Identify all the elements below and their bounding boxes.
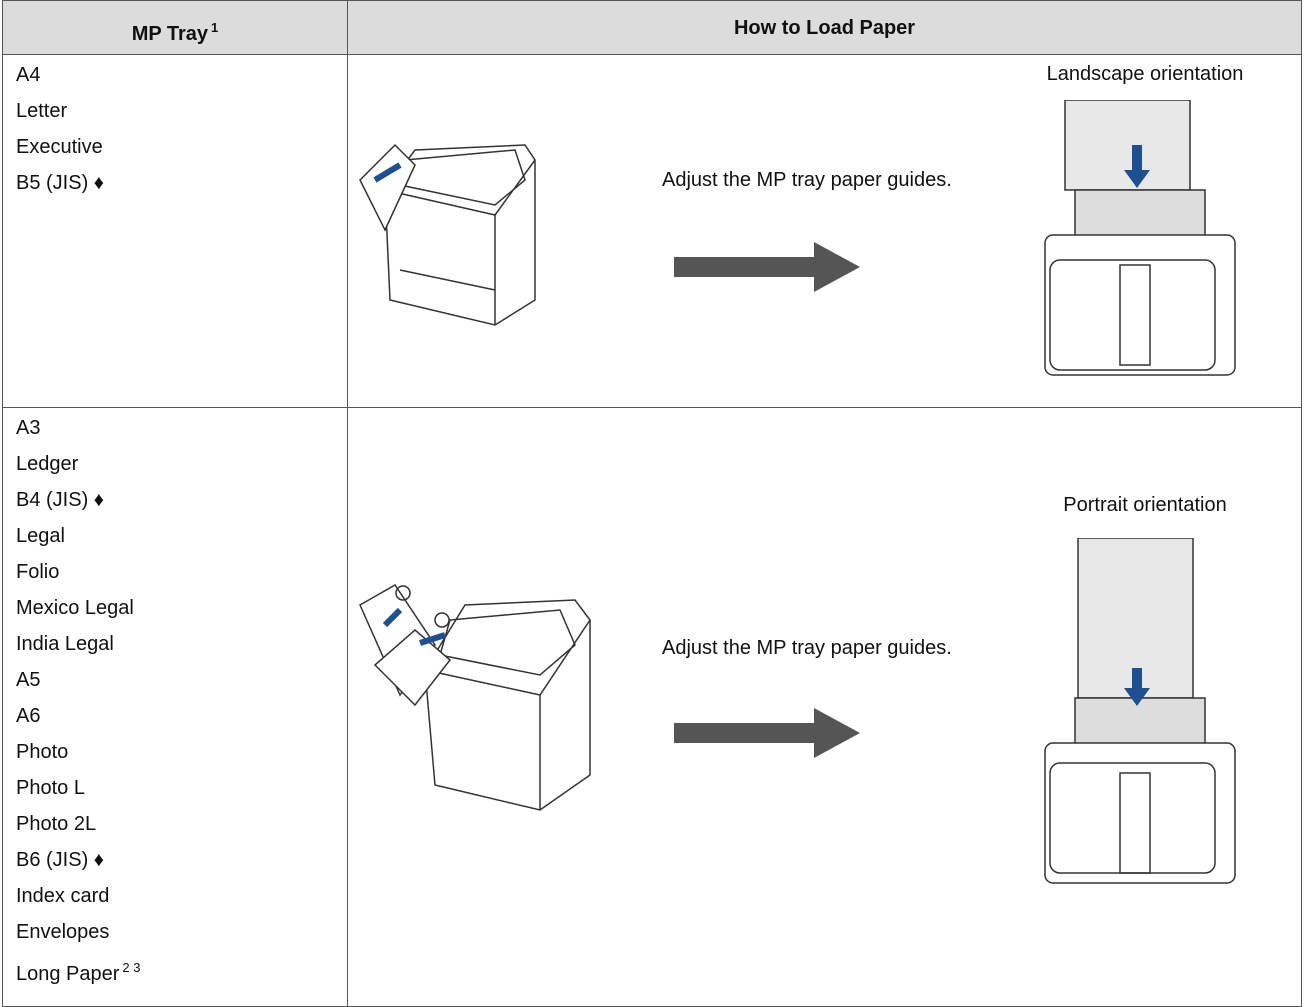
header-text: MP Tray [131, 23, 209, 45]
size-item: A3 [16, 416, 141, 452]
size-text: Folio [16, 561, 60, 583]
header-cell: MP Tray 1 [2, 0, 348, 55]
footnote-ref: 1 [211, 20, 219, 35]
size-text: Executive [16, 136, 103, 158]
size-item: Long Paper 2 3 [16, 956, 141, 992]
size-list: A3 Ledger B4 (JIS) ♦ Legal Folio Mexico Legal… [16, 416, 141, 992]
instruction-text: Adjust the MP tray paper guides. [662, 169, 952, 191]
orientation-label: Landscape orientation [1046, 63, 1244, 85]
size-item: Photo L [16, 776, 141, 812]
printer-illustration [359, 584, 591, 811]
size-text: A6 [16, 705, 41, 727]
arrow [674, 242, 860, 292]
size-text: B4 (JIS) ♦ [16, 489, 104, 511]
tray-illustration [1044, 538, 1236, 884]
size-item: B4 (JIS) ♦ [16, 488, 141, 524]
size-item: Index card [16, 884, 141, 920]
size-text: Mexico Legal [16, 597, 134, 619]
header-cell: How to Load Paper [347, 0, 1302, 55]
size-text: A5 [16, 669, 41, 691]
size-text: Photo L [16, 777, 85, 799]
size-item: B6 (JIS) ♦ [16, 848, 141, 884]
size-text: Photo [16, 741, 69, 763]
size-item: Ledger [16, 452, 141, 488]
footnote-ref: 2 3 [122, 960, 141, 975]
size-item: B5 (JIS) ♦ [16, 171, 104, 207]
size-item: Legal [16, 524, 141, 560]
size-item: A4 [16, 63, 104, 99]
size-item: Executive [16, 135, 104, 171]
size-item: Letter [16, 99, 104, 135]
size-text: Photo 2L [16, 813, 97, 835]
size-text: Long Paper [16, 963, 120, 985]
size-text: B6 (JIS) ♦ [16, 849, 104, 871]
orientation-label: Portrait orientation [1063, 494, 1227, 516]
size-item: India Legal [16, 632, 141, 668]
size-text: India Legal [16, 633, 114, 655]
size-list: A4 Letter Executive B5 (JIS) ♦ [16, 63, 104, 207]
size-text: A4 [16, 64, 41, 86]
tray-illustration [1044, 100, 1236, 376]
size-item: Photo 2L [16, 812, 141, 848]
header-text: How to Load Paper [733, 17, 916, 39]
size-item: A6 [16, 704, 141, 740]
size-item: Mexico Legal [16, 596, 141, 632]
size-item: Folio [16, 560, 141, 596]
arrow [674, 708, 860, 758]
size-text: B5 (JIS) ♦ [16, 172, 104, 194]
size-text: A3 [16, 417, 41, 439]
size-text: Ledger [16, 453, 79, 475]
size-text: Envelopes [16, 921, 110, 943]
size-item: A5 [16, 668, 141, 704]
size-item: Photo [16, 740, 141, 776]
printer-illustration [359, 143, 536, 326]
size-text: Letter [16, 100, 68, 122]
size-text: Legal [16, 525, 65, 547]
instruction-text: Adjust the MP tray paper guides. [662, 637, 952, 659]
size-text: Index card [16, 885, 110, 907]
size-item: Envelopes [16, 920, 141, 956]
